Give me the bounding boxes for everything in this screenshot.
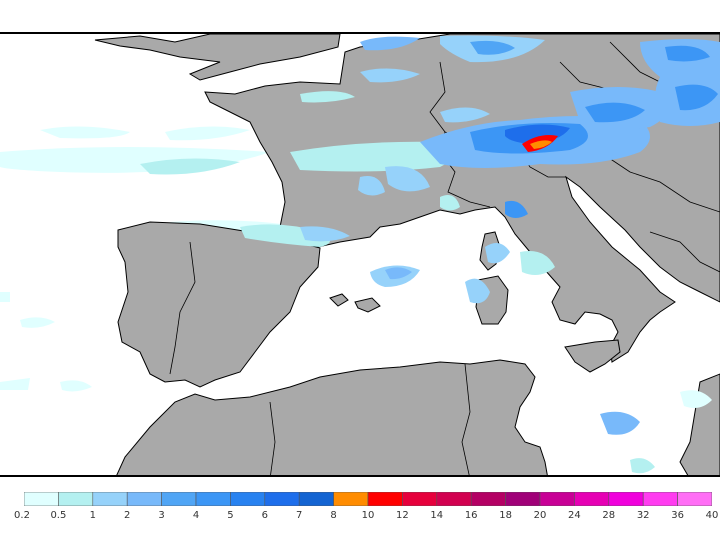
precipitation-map: [0, 32, 720, 477]
legend-color-box: [161, 492, 197, 506]
legend-color-box: [264, 492, 300, 506]
legend-color-box: [333, 492, 369, 506]
precipitation-sea: [370, 243, 712, 474]
legend-color-box: [230, 492, 266, 506]
legend-color-box: [574, 492, 610, 506]
map-canvas: [0, 34, 720, 475]
legend-color-box: [402, 492, 438, 506]
legend-tick-label: 14: [430, 510, 444, 521]
legend-tick-labels: 0.2 0.5 1 2 3 4 5 6 7 8 10 12 14 16 18 20 24 28 32 36 40: [0, 510, 720, 526]
legend-tick-label: 8: [330, 510, 337, 521]
legend-tick-label: 1: [89, 510, 96, 521]
legend-tick-label: 12: [396, 510, 409, 521]
legend-color-box: [436, 492, 472, 506]
legend-tick-label: 7: [296, 510, 303, 521]
legend-tick-label: 32: [636, 510, 650, 521]
legend-tick-label: 28: [602, 510, 616, 521]
legend-tick-label: 0.5: [50, 510, 67, 521]
legend-tick-label: 10: [361, 510, 375, 521]
legend-color-bar: [24, 492, 712, 506]
legend-color-box: [92, 492, 128, 506]
legend-color-box: [539, 492, 575, 506]
legend-tick-label: 4: [192, 510, 200, 521]
legend-tick-label: 6: [261, 510, 268, 521]
legend-tick-label: 3: [158, 510, 165, 521]
legend-tick-label: 36: [671, 510, 684, 521]
legend-tick-label: 20: [533, 510, 547, 521]
legend-tick-label: 18: [499, 510, 512, 521]
precipitation-land: [240, 35, 720, 247]
legend-color-box: [642, 492, 678, 506]
legend-color-box: [298, 492, 334, 506]
legend-color-box: [195, 492, 231, 506]
legend-tick-label: 16: [464, 510, 478, 521]
legend-tick-label: 40: [705, 510, 719, 521]
legend-tick-label: 2: [124, 510, 131, 521]
legend-tick-label: 5: [227, 510, 234, 521]
legend-color-box: [58, 492, 94, 506]
legend-color-box: [470, 492, 506, 506]
legend-color-box: [24, 492, 59, 506]
legend-color-box: [367, 492, 403, 506]
color-scale-legend: [24, 492, 712, 506]
legend-tick-label: 0.2: [14, 510, 30, 521]
legend-tick-label: 24: [568, 510, 581, 521]
legend-color-box: [677, 492, 712, 506]
legend-color-box: [608, 492, 644, 506]
legend-color-box: [505, 492, 541, 506]
legend-color-box: [126, 492, 162, 506]
